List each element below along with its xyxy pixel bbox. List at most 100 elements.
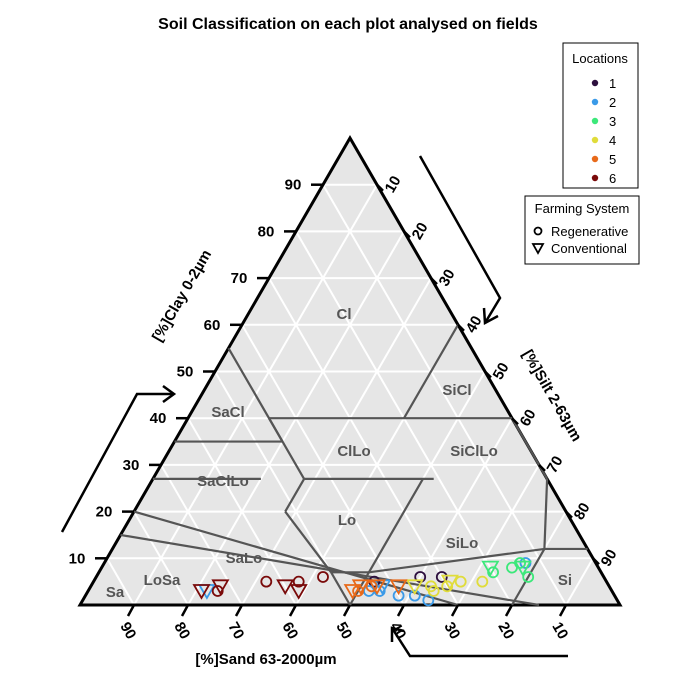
point-loc4-regenerative xyxy=(454,575,467,588)
region-boundary xyxy=(403,324,459,419)
region-boundary xyxy=(227,347,284,443)
grid-line xyxy=(268,277,459,606)
point-loc6-conventional xyxy=(289,584,308,600)
point-loc6-conventional xyxy=(192,584,211,600)
sand-tick xyxy=(504,604,514,617)
region-label-si: Si xyxy=(558,572,572,589)
region-boundary xyxy=(543,478,549,550)
legend-location-4-dot xyxy=(591,136,599,144)
point-loc2-regenerative xyxy=(422,594,435,607)
locations-legend-title: Locations xyxy=(572,51,628,66)
region-label-salo: SaLo xyxy=(226,550,263,567)
clay-tick-label: 10 xyxy=(69,550,86,567)
direction-arrowhead xyxy=(390,626,405,642)
sand-tick xyxy=(558,604,568,617)
silt-tick-label: 40 xyxy=(463,313,486,336)
legend-system-conventional-label: Conventional xyxy=(551,241,627,256)
point-loc1-regenerative xyxy=(435,571,448,583)
point-loc5-conventional xyxy=(367,579,387,596)
region-boundary xyxy=(133,510,459,607)
grid-line xyxy=(403,417,513,606)
silt-tick xyxy=(565,510,573,519)
silt-tick-label: 10 xyxy=(382,173,405,196)
grid-line xyxy=(133,511,189,606)
region-boundary xyxy=(368,547,545,574)
point-loc3-conventional xyxy=(513,560,532,577)
point-loc2-regenerative xyxy=(408,589,421,602)
point-loc5-conventional xyxy=(389,579,408,596)
region-label-losa: LoSa xyxy=(144,572,181,589)
point-loc5-conventional xyxy=(343,584,362,600)
sand-tick xyxy=(180,604,190,617)
point-loc3-conventional xyxy=(481,560,500,577)
point-loc6-regenerative xyxy=(260,575,273,588)
axis-direction-arrows xyxy=(60,155,568,658)
silt-tick-label: 60 xyxy=(517,406,540,429)
legend-conventional-symbol xyxy=(531,243,545,255)
silt-tick xyxy=(484,370,492,379)
point-loc4-regenerative xyxy=(425,580,437,593)
point-loc1-regenerative xyxy=(414,571,427,583)
farming-system-legend: Farming System Regenerative Conventional xyxy=(524,195,640,265)
legend-location-6-label: 6 xyxy=(609,171,616,186)
clay-tick-label: 60 xyxy=(204,317,221,334)
region-label-silo: SiLo xyxy=(446,535,479,552)
sand-tick xyxy=(234,604,244,617)
legend-location-5-dot xyxy=(591,155,599,163)
direction-arrowhead xyxy=(482,307,499,326)
silt-tick xyxy=(403,230,411,239)
grid-line xyxy=(241,277,432,606)
point-loc6-regenerative xyxy=(292,575,305,588)
farming-system-legend-box xyxy=(524,195,640,265)
region-label-cl: Cl xyxy=(337,306,352,323)
sand-tick-label: 90 xyxy=(116,619,139,642)
legend-location-3-label: 3 xyxy=(609,114,616,129)
clay-tick-label: 70 xyxy=(231,270,248,287)
legend-system-regenerative-label: Regenerative xyxy=(551,224,628,239)
silt-tick-label: 50 xyxy=(490,360,513,383)
point-loc3-regenerative xyxy=(522,571,535,583)
sand-tick-label: 60 xyxy=(278,619,301,642)
silt-tick xyxy=(430,277,438,285)
region-label-sacllo: SaClLo xyxy=(197,473,249,490)
region-label-sicl: SiCl xyxy=(442,382,471,399)
silt-axis-title: [%]Silt 2-63µm xyxy=(519,347,585,445)
clay-tick-label: 50 xyxy=(177,364,194,381)
sand-tick-label: 20 xyxy=(494,619,517,642)
region-label-sicllo: SiClLo xyxy=(450,443,498,460)
grid-line xyxy=(457,464,540,606)
silt-tick-label: 90 xyxy=(598,547,621,570)
data-points xyxy=(192,557,535,607)
sand-axis-title: [%]Sand 63-2000µm xyxy=(195,651,336,668)
direction-arrow xyxy=(418,155,502,324)
sand-tick xyxy=(342,604,352,617)
silt-tick-label: 70 xyxy=(544,453,567,476)
silt-tick xyxy=(511,417,519,426)
region-boundary xyxy=(349,571,370,606)
point-loc2-regenerative xyxy=(392,589,405,602)
region-boundary xyxy=(284,510,332,573)
silt-tick xyxy=(538,464,546,472)
legend-location-6-dot xyxy=(591,174,599,182)
silt-tick-label: 20 xyxy=(409,220,432,243)
region-label-sacl: SaCl xyxy=(211,404,244,421)
sand-tick xyxy=(126,604,136,617)
silt-tick xyxy=(592,557,600,566)
legend-location-1-dot xyxy=(591,79,599,87)
sand-tick-label: 80 xyxy=(170,619,193,642)
direction-arrow xyxy=(60,392,174,533)
region-boundary xyxy=(367,478,424,573)
soil-class-regions: Cl SiCl SaCl ClLo SiClLo SaClLo Lo SiLo SaLo LoSa… xyxy=(106,306,588,607)
silt-tick-label: 30 xyxy=(436,266,459,289)
point-loc5-regenerative xyxy=(365,580,378,593)
grid-line xyxy=(106,557,135,606)
grid-line xyxy=(160,464,243,606)
region-boundary xyxy=(330,571,351,606)
legend-location-3-dot xyxy=(591,117,599,125)
sand-tick-label: 50 xyxy=(332,619,355,642)
legend-location-2-label: 2 xyxy=(609,95,616,110)
direction-arrowhead xyxy=(162,384,177,404)
region-label-sa: Sa xyxy=(106,584,125,601)
farming-system-legend-title: Farming System xyxy=(535,201,630,216)
